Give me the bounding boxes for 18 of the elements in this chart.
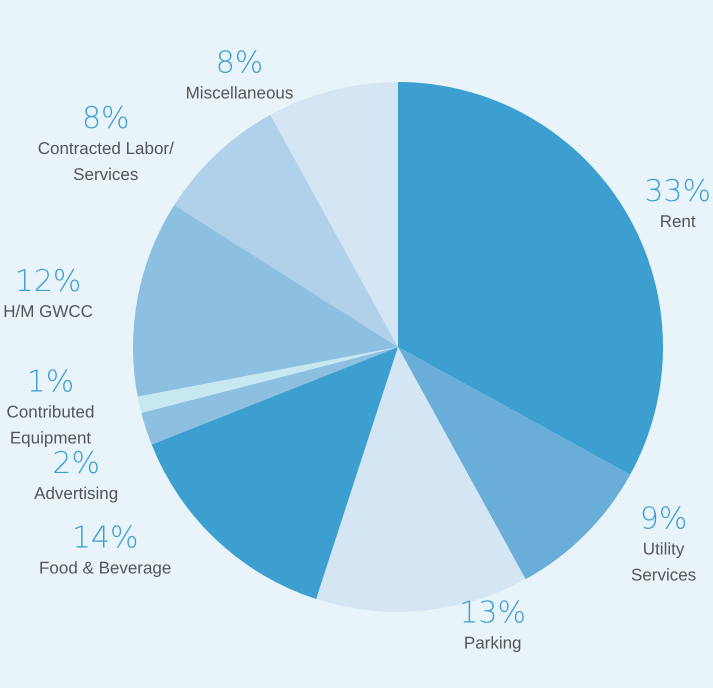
slice-label: Utility Services (630, 539, 696, 584)
data-label: 8% (216, 45, 264, 80)
slice-label: Rent (660, 212, 696, 231)
data-label: 2% (52, 446, 100, 482)
slice-label: Contributed Equipment (6, 402, 94, 448)
data-label: 12% (14, 264, 82, 300)
data-label: 14% (72, 520, 139, 556)
slice-label: Advertising (34, 484, 118, 504)
slice-label: Food & Beverage (39, 558, 172, 578)
slice-label: Miscellaneous (186, 83, 294, 102)
data-label: 33% (644, 174, 712, 209)
data-label: 9% (640, 501, 688, 536)
slice-label: Contracted Labor/ Services (38, 138, 174, 184)
slice-label: H/M GWCC (3, 302, 93, 322)
data-label: 13% (459, 595, 526, 630)
slice-label: Parking (464, 633, 522, 652)
data-label: 1% (26, 364, 74, 400)
data-label: 8% (82, 100, 130, 136)
